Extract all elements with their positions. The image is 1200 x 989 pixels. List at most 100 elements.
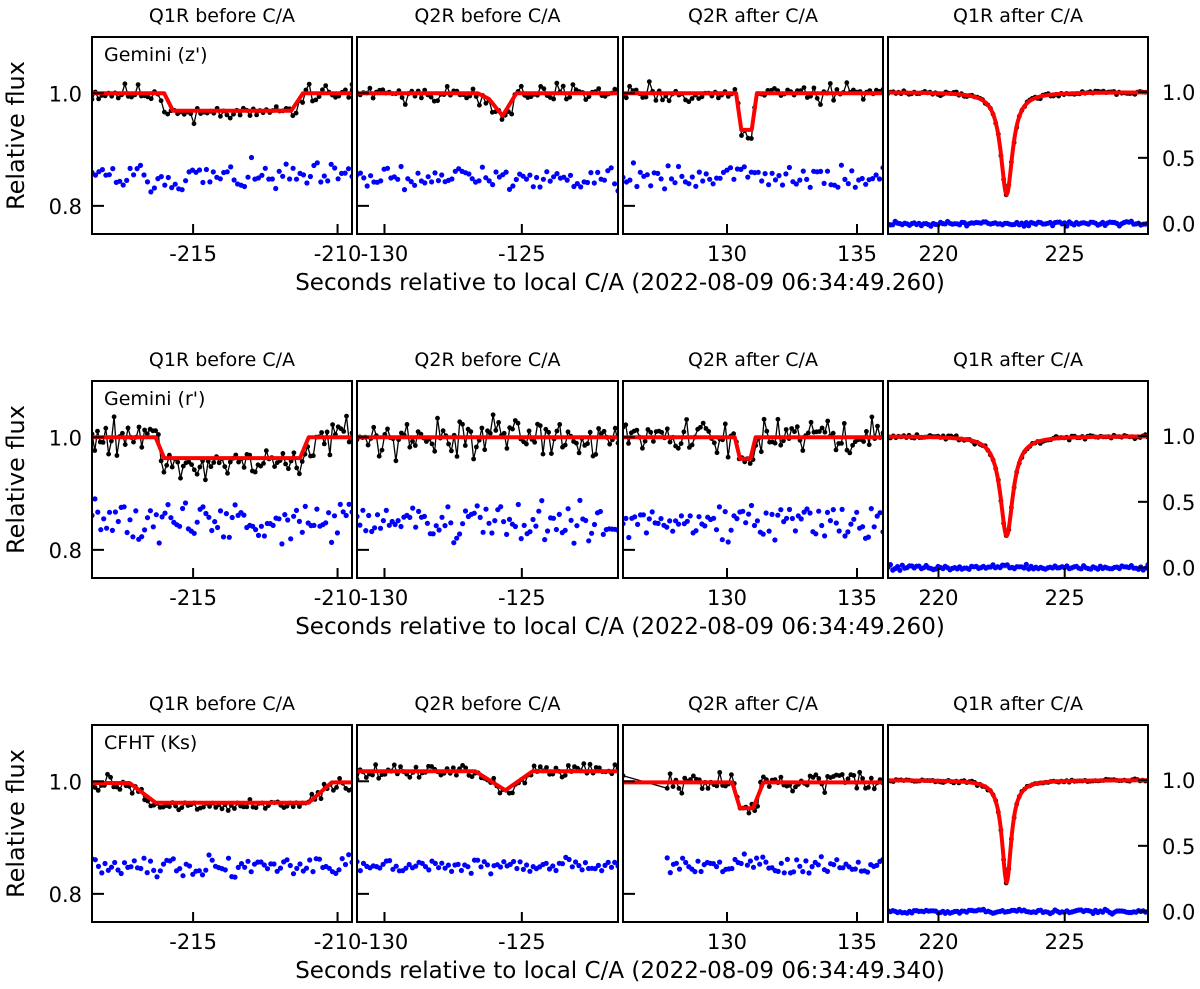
residual-point xyxy=(150,524,156,530)
residual-point xyxy=(595,169,601,175)
data-point xyxy=(96,96,101,102)
residual-point xyxy=(128,864,134,870)
data-point xyxy=(410,438,415,444)
data-point xyxy=(562,772,568,778)
residual-point xyxy=(241,183,248,190)
data-point xyxy=(716,95,721,101)
data-point xyxy=(686,99,692,105)
residual-point xyxy=(293,176,300,182)
y-tick-label: 0.0 xyxy=(1162,212,1195,236)
residual-point xyxy=(333,870,339,877)
data-point xyxy=(845,776,851,782)
residual-point xyxy=(576,863,582,869)
data-point xyxy=(120,430,125,436)
residual-point xyxy=(608,165,614,171)
residual-point xyxy=(451,540,457,546)
residual-point xyxy=(210,169,216,175)
residual-point xyxy=(259,172,265,178)
residual-point xyxy=(253,527,259,533)
x-tick-label: -125 xyxy=(498,586,546,610)
residual-point xyxy=(595,862,602,869)
residual-point xyxy=(627,177,633,183)
residual-point xyxy=(816,508,822,514)
residual-point xyxy=(307,857,313,863)
residual-point xyxy=(346,852,352,858)
data-point xyxy=(581,761,587,767)
residual-point xyxy=(194,519,200,525)
residual-point xyxy=(486,178,492,184)
data-point xyxy=(477,102,482,108)
data-point xyxy=(161,469,167,475)
data-point xyxy=(860,97,866,102)
residual-point xyxy=(791,869,797,875)
residual-point xyxy=(416,508,422,514)
residual-point xyxy=(334,530,340,536)
residual-point xyxy=(326,510,332,516)
residual-point xyxy=(180,873,186,879)
data-point xyxy=(583,97,589,102)
data-point xyxy=(732,87,738,92)
residual-point xyxy=(807,510,813,516)
data-point xyxy=(487,430,493,436)
data-point xyxy=(218,113,223,119)
residual-point xyxy=(821,180,827,186)
data-point xyxy=(515,420,521,426)
residual-point xyxy=(282,511,288,518)
residual-point xyxy=(364,183,370,189)
data-point xyxy=(653,98,659,103)
residual-point xyxy=(648,183,654,189)
residual-point xyxy=(490,182,496,188)
residual-point xyxy=(307,173,313,180)
data-point xyxy=(391,762,397,768)
residual-point xyxy=(740,508,746,514)
panel-title: Q2R before C/A xyxy=(414,349,560,371)
residual-point xyxy=(342,861,349,868)
data-point xyxy=(225,470,230,476)
residual-point xyxy=(874,862,880,869)
residual-point xyxy=(245,174,251,180)
data-point xyxy=(429,764,434,769)
residual-point xyxy=(153,512,159,518)
residual-point xyxy=(605,859,611,866)
data-point xyxy=(642,438,648,444)
residual-point xyxy=(809,864,815,870)
residual-point xyxy=(296,518,302,525)
data-point xyxy=(868,775,874,781)
data-point xyxy=(169,464,175,470)
residual-point xyxy=(410,505,416,511)
residual-point xyxy=(743,520,749,526)
residual-point xyxy=(675,521,682,527)
residual-point xyxy=(339,856,345,862)
residual-point xyxy=(692,869,698,875)
residual-point xyxy=(101,516,107,522)
residual-point xyxy=(439,860,445,866)
residual-point xyxy=(865,534,872,540)
residual-point xyxy=(357,170,363,176)
residual-series xyxy=(888,906,1148,917)
residual-point xyxy=(457,531,463,537)
residual-point xyxy=(492,518,498,524)
residual-point xyxy=(589,530,595,536)
residual-point xyxy=(783,171,789,177)
data-point xyxy=(540,451,546,457)
data-point xyxy=(117,787,123,792)
residual-point xyxy=(170,856,176,862)
residual-point xyxy=(747,858,754,864)
residual-point xyxy=(769,170,775,176)
data-point xyxy=(280,451,286,456)
data-point xyxy=(634,427,640,433)
data-point xyxy=(857,769,863,775)
data-point xyxy=(263,448,269,454)
data-point xyxy=(309,791,315,797)
panel-title: Q2R before C/A xyxy=(414,693,560,715)
data-point xyxy=(122,81,128,87)
panel-title: Q2R after C/A xyxy=(688,349,818,371)
plot-area xyxy=(92,81,352,195)
data-point xyxy=(499,117,505,122)
y-tick-label: 1.0 xyxy=(1162,81,1195,105)
y-tick-label: 0.5 xyxy=(1162,147,1195,171)
x-tick-label: -215 xyxy=(169,930,217,954)
residual-point xyxy=(840,865,846,871)
x-tick-label: -210 xyxy=(314,586,362,610)
residual-point xyxy=(190,871,196,877)
